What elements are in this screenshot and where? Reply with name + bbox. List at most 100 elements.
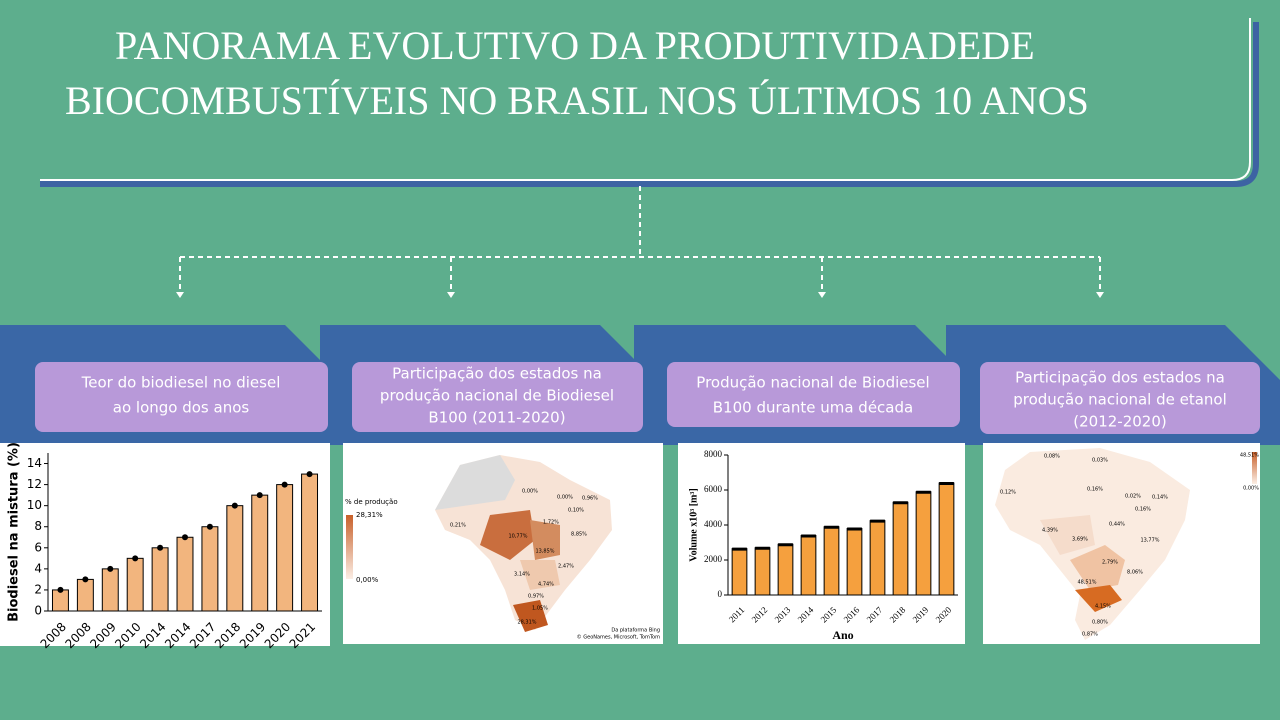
bar-cap [916,490,931,494]
map-shape [995,448,1190,640]
bar-cap [870,519,885,523]
map-label: 8,06% [1127,570,1143,576]
bar [915,491,932,596]
section-label: produção nacional de Biodiesel [380,387,614,405]
map-label: 0,02% [1125,494,1141,500]
y-tick-label: 14 [27,456,42,470]
bar [126,557,144,612]
bar-dot [107,565,114,572]
bar-cap [801,534,816,538]
map-label: 0,12% [1000,490,1016,496]
map-label: 13,77% [1140,538,1159,544]
label-boxes [35,362,1260,434]
map-label: 4,15% [1095,604,1111,610]
bar [201,526,219,612]
title-line: BIOCOMBUSTÍVEIS NO BRASIL NOS ÚLTIMOS 10… [65,78,1089,123]
section-label: Participação dos estados na [392,365,602,383]
map-credit: © GeoNames, Microsoft, TomTom [577,634,660,641]
y-axis-label: Volume x10³ [m³] [688,488,699,561]
map-label: 1,72% [543,520,559,526]
bar-dot [306,471,313,478]
bar-dot [82,576,89,583]
y-tick-label: 0 [718,589,723,599]
legend-max: 28,31% [356,511,383,519]
legend-min: 0,00% [356,576,379,584]
bar [51,589,69,612]
map-label: 1,05% [532,606,548,612]
section-label: (2012-2020) [1073,413,1166,431]
legend-min: 0,00% [1243,486,1259,492]
bar-dot [231,502,238,509]
map-label: 10,77% [508,534,527,540]
header-frame [40,18,1251,181]
map-label: 0,97% [528,594,544,600]
map-label: 3,69% [1072,537,1088,543]
section-label: Participação dos estados na [1015,369,1225,387]
section-label: B100 durante uma década [713,399,913,417]
bar [176,536,194,612]
map-label: 0,00% [557,495,573,501]
bar [101,568,119,612]
bar [226,505,244,612]
map-label: 0,44% [1109,522,1125,528]
map-label: 0,16% [1135,507,1151,513]
section-label: produção nacional de etanol [1013,391,1227,409]
y-tick-label: 10 [27,498,42,512]
map-label: 4,74% [538,582,554,588]
map-label: 13,85% [535,549,554,555]
x-axis-label: Ano [832,628,853,642]
map-label: 0,16% [1087,487,1103,493]
y-tick-label: 8 [34,519,42,533]
map-label: 2,47% [558,564,574,570]
bar [777,543,794,596]
y-tick-label: 4000 [704,519,723,529]
y-tick-label: 6 [34,540,42,554]
section-label: Teor do biodiesel no diesel [81,374,281,392]
y-tick-label: 0 [34,604,42,618]
bar [754,547,771,596]
bar [869,520,886,596]
bar-dot [182,534,188,541]
bar [823,526,840,596]
map-credit: Da plataforma Bing [611,628,660,634]
map-label: 2,79% [1102,560,1118,566]
legend-max: 48,51% [1240,453,1259,459]
bar-dot [157,544,164,551]
map-label: 0,14% [1152,495,1168,501]
section-label: B100 (2011-2020) [428,409,565,427]
map-label: 3,14% [514,572,530,578]
y-tick-label: 12 [27,477,42,491]
map-label: 0,96% [582,496,598,502]
map-label: 0,03% [1092,458,1108,464]
bar [800,535,817,596]
bar [731,548,748,596]
bar [846,528,863,596]
map-label: 0,21% [450,523,466,529]
y-axis-label: Biodiesel na mistura (%) [7,442,22,622]
map-shape [435,455,612,632]
map-label: 0,10% [568,508,584,514]
map-label: 28,31% [517,620,536,626]
bar-cap [939,482,954,485]
y-tick-label: 2000 [704,554,723,564]
bar [938,482,955,596]
map-label: 0,87% [1082,632,1098,638]
y-tick-label: 4 [34,561,42,575]
bar [301,473,319,612]
map-label: 0,80% [1092,620,1108,626]
map-label: 4,39% [1042,528,1058,534]
header-shadow [40,22,1259,187]
legend-title: % de produção [345,498,398,506]
bar-cap [824,525,839,529]
legend-scale [346,515,353,579]
map-label: 8,85% [571,532,587,538]
bar [251,494,269,612]
bar [151,547,169,612]
bar [276,484,294,612]
section-label: ao longo dos anos [113,399,250,417]
bar-cap [732,547,747,551]
bar-cap [847,527,862,531]
bar [892,501,909,596]
